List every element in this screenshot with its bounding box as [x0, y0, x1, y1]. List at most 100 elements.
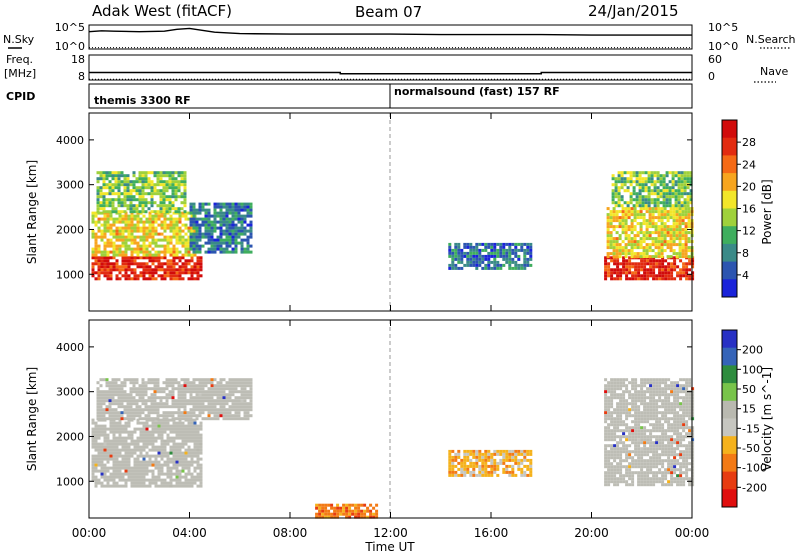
- echo-cell: [210, 411, 214, 415]
- echo-cell: [493, 449, 497, 453]
- echo-cell: [103, 235, 107, 239]
- echo-cell: [168, 183, 172, 187]
- echo-cell: [102, 177, 106, 181]
- echo-cell: [630, 222, 634, 226]
- echo-cell: [637, 483, 641, 487]
- echo-cell: [100, 460, 104, 464]
- echo-cell: [178, 433, 182, 437]
- echo-cell: [625, 465, 629, 469]
- echo-cell: [219, 390, 223, 394]
- echo-cell: [180, 183, 184, 187]
- echo-cell: [177, 183, 181, 187]
- echo-cell: [190, 472, 194, 476]
- echo-cell: [529, 452, 533, 456]
- echo-cell: [157, 454, 161, 458]
- echo-cell: [120, 390, 124, 394]
- echo-cell: [147, 177, 151, 181]
- echo-cell: [94, 214, 98, 218]
- echo-cell: [466, 251, 470, 255]
- echo-cell: [472, 449, 476, 453]
- echo-cell: [124, 250, 128, 254]
- echo-cell: [616, 441, 620, 445]
- echo-cell: [228, 384, 232, 388]
- echo-cell: [499, 266, 503, 270]
- echo-cell: [655, 426, 659, 430]
- echo-cell: [145, 226, 149, 230]
- echo-cell: [102, 393, 106, 397]
- echo-cell: [160, 262, 164, 266]
- echo-cell: [604, 447, 608, 451]
- echo-cell: [661, 393, 665, 397]
- echo-cell: [625, 429, 629, 433]
- echo-cell: [621, 240, 625, 244]
- echo-cell: [655, 423, 659, 427]
- echo-cell: [469, 470, 473, 474]
- echo-cell: [231, 393, 235, 397]
- echo-cell: [636, 231, 640, 235]
- echo-cell: [148, 448, 152, 452]
- echo-cell: [634, 429, 638, 433]
- echo-cell: [635, 204, 639, 208]
- echo-cell: [100, 265, 104, 269]
- echo-cell: [642, 234, 646, 238]
- echo-cell: [607, 408, 611, 412]
- echo-cell: [150, 201, 154, 205]
- echo-cell: [129, 378, 133, 382]
- echo-cell: [160, 421, 164, 425]
- echo-cell: [660, 243, 664, 247]
- echo-cell: [363, 512, 367, 516]
- echo-cell: [142, 484, 146, 488]
- echo-cell: [634, 411, 638, 415]
- echo-cell: [684, 252, 688, 256]
- echo-cell: [174, 417, 178, 421]
- echo-cell: [169, 235, 173, 239]
- echo-cell: [190, 229, 194, 233]
- echo-cell: [172, 454, 176, 458]
- echo-cell: [643, 432, 647, 436]
- echo-cell: [658, 384, 662, 388]
- echo-cell: [691, 459, 695, 463]
- echo-cell: [160, 220, 164, 224]
- echo-cell: [469, 461, 473, 465]
- echo-cell: [145, 439, 149, 443]
- echo-cell: [623, 177, 627, 181]
- echo-cell: [181, 229, 185, 233]
- echo-cell: [526, 464, 530, 468]
- echo-cell: [216, 390, 220, 394]
- echo-cell: [91, 457, 95, 461]
- echo-cell: [118, 229, 122, 233]
- echo-cell: [619, 402, 623, 406]
- echo-cell: [219, 229, 223, 233]
- echo-cell: [621, 213, 625, 217]
- echo-cell: [99, 207, 103, 211]
- echo-cell: [490, 242, 494, 246]
- echo-cell: [658, 399, 662, 403]
- echo-cell: [117, 195, 121, 199]
- echo-cell: [189, 244, 193, 248]
- echo-cell: [163, 214, 167, 218]
- echo-cell: [157, 478, 161, 482]
- echo-cell: [687, 249, 691, 253]
- echo-cell: [123, 396, 127, 400]
- echo-cell: [175, 232, 179, 236]
- echo-cell: [481, 242, 485, 246]
- echo-cell: [529, 449, 533, 453]
- echo-cell: [171, 204, 175, 208]
- echo-cell: [243, 226, 247, 230]
- echo-cell: [111, 204, 115, 208]
- echo-cell: [683, 189, 687, 193]
- echo-cell: [124, 223, 128, 227]
- echo-cell: [103, 259, 107, 263]
- echo-cell: [631, 432, 635, 436]
- freq-left-tick-bottom: 8: [78, 70, 85, 83]
- echo-cell: [181, 268, 185, 272]
- echo-cell: [175, 433, 179, 437]
- echo-cell: [642, 252, 646, 256]
- echo-cell: [151, 430, 155, 434]
- echo-cell: [609, 252, 613, 256]
- echo-cell: [213, 214, 217, 218]
- echo-cell: [154, 466, 158, 470]
- nsky-series-line: [88, 27, 692, 36]
- echo-cell: [633, 234, 637, 238]
- echo-cell: [154, 259, 158, 263]
